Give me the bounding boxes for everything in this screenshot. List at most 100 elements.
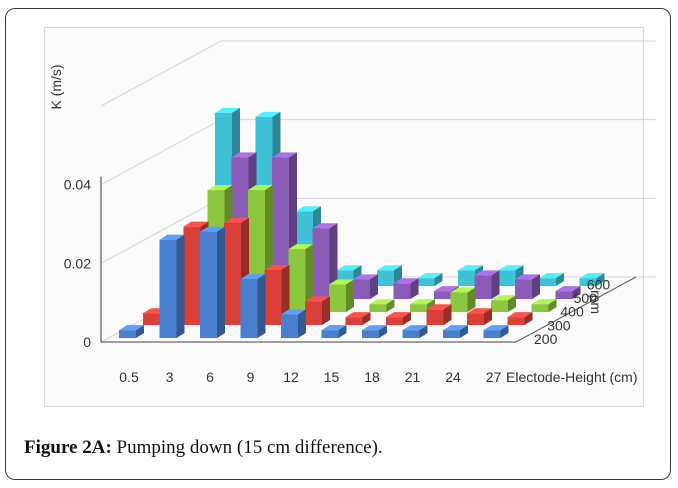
bar-top: [507, 312, 533, 318]
z-axis: [515, 276, 637, 343]
bar-side: [346, 279, 354, 312]
bar: [240, 279, 258, 338]
bar-top: [159, 234, 185, 240]
bar-top: [498, 265, 524, 271]
bar: [119, 330, 136, 338]
x-tick-label: 24: [445, 369, 461, 385]
bar: [402, 330, 420, 338]
bar: [200, 231, 217, 338]
bar-side: [484, 308, 492, 325]
bar: [143, 313, 160, 325]
bar-side: [217, 226, 225, 338]
bar: [483, 330, 501, 338]
bar-side: [508, 295, 516, 312]
bar-side: [548, 299, 557, 312]
bar-top: [240, 274, 266, 279]
bar: [434, 291, 451, 299]
bar: [312, 228, 330, 299]
bar: [377, 270, 394, 286]
bar: [288, 249, 306, 312]
x-tick-label: 27: [486, 369, 502, 385]
bar-side: [410, 278, 419, 299]
bar-top: [393, 278, 419, 284]
bar-side: [443, 304, 452, 325]
bar: [305, 301, 322, 325]
side-gridline: [100, 40, 222, 107]
bar: [458, 270, 475, 286]
bar-top: [321, 325, 347, 331]
bar-top: [539, 273, 564, 279]
figure-caption: Figure 2A: Pumping down (15 cm differenc…: [24, 437, 383, 459]
bar-top: [410, 299, 435, 305]
bar-top: [248, 185, 273, 191]
bar-side: [386, 299, 395, 312]
bar-side: [329, 223, 338, 299]
x-tick-label: 18: [364, 369, 380, 385]
bar-top: [215, 107, 240, 113]
bar: [507, 317, 525, 325]
bar-side: [467, 287, 476, 312]
bar-side: [403, 312, 411, 325]
bar-top: [224, 217, 249, 223]
bar: [362, 330, 379, 338]
bar-top: [483, 325, 509, 331]
bar-top: [272, 152, 297, 158]
y-tick-label: 0.04: [64, 177, 91, 193]
bar-top: [434, 286, 459, 292]
bar-top: [417, 273, 443, 279]
bar-side: [596, 273, 605, 286]
bar-top: [296, 206, 321, 212]
bar: [264, 269, 282, 325]
bar-top: [443, 325, 468, 331]
bar-top: [450, 287, 476, 293]
x-axis-label: Electode-Height (cm): [506, 369, 638, 385]
bar-side: [419, 325, 428, 338]
x-tick-label: 12: [283, 369, 299, 385]
bar-side: [572, 286, 581, 299]
bar-top: [207, 185, 233, 191]
bar: [417, 278, 435, 286]
bar: [474, 275, 492, 299]
bar-top: [255, 111, 281, 117]
bar-side: [338, 325, 347, 338]
bar: [555, 291, 573, 299]
bar: [443, 330, 460, 338]
y-tick-label: 0: [83, 334, 91, 350]
figure-frame: 0 0.02 0.04 K (m/s) 0.5 3 6 9 12 15 18 21 24 27 Electo…: [5, 8, 671, 480]
bar: [224, 222, 241, 325]
bar-top: [426, 304, 452, 310]
y-tick-label: 0.02: [64, 255, 91, 271]
bar: [321, 330, 339, 338]
bar-top: [402, 325, 428, 331]
bar: [369, 304, 387, 312]
bar-top: [491, 295, 516, 301]
bar-top: [467, 308, 492, 314]
bar-side: [362, 312, 371, 325]
bar-top: [336, 265, 362, 271]
bar: [353, 279, 370, 299]
chart-area: [44, 27, 644, 407]
bar-top: [264, 264, 290, 270]
caption-text: Pumping down (15 cm difference).: [111, 437, 383, 458]
z-tick-label: 400: [560, 304, 584, 320]
bar-top: [579, 273, 605, 279]
x-tick-label: 21: [405, 369, 421, 385]
bar-side: [298, 309, 306, 338]
bar-top: [345, 312, 371, 318]
bar: [515, 279, 532, 299]
caption-label: Figure 2A:: [24, 437, 112, 458]
bar-side: [460, 325, 468, 338]
bar-top: [386, 312, 411, 318]
bar: [386, 317, 403, 325]
bar: [345, 317, 363, 325]
bar-top: [531, 299, 557, 305]
bar-top: [231, 152, 257, 158]
side-gridline: [100, 197, 222, 264]
x-tick-label: 15: [324, 369, 340, 385]
bar-side: [305, 244, 314, 312]
bar-side: [370, 274, 378, 299]
bar-top: [353, 274, 378, 280]
bar-top: [312, 223, 338, 229]
x-tick-label: 9: [247, 369, 255, 385]
bar-top: [369, 299, 395, 305]
